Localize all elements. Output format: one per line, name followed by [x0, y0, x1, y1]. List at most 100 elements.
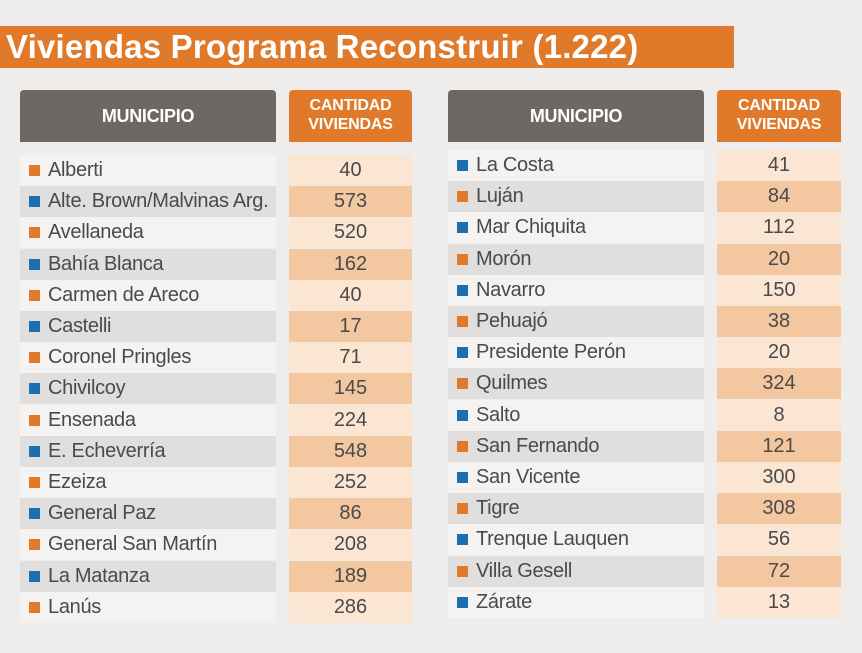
table-row: La Costa 41	[448, 150, 841, 181]
municipio-name: San Vicente	[476, 466, 581, 488]
cantidad-cell: 13	[717, 586, 841, 618]
title-banner: Viviendas Programa Reconstruir (1.222)	[0, 26, 734, 68]
table-row: Carmen de Areco 40	[20, 279, 412, 311]
municipio-name: Zárate	[476, 590, 533, 613]
cantidad-cell: 324	[717, 368, 841, 400]
municipio-name: Chivilcoy	[48, 377, 126, 400]
header-cantidad-line2: VIVIENDAS	[308, 116, 393, 133]
marker-square-icon	[457, 503, 468, 515]
table-row: Presidente Perón 20	[448, 337, 841, 369]
cantidad-cell: 84	[717, 181, 841, 213]
municipio-name: E. Echeverría	[48, 439, 166, 462]
cantidad-cell: 112	[717, 212, 841, 244]
header-cantidad-left: CANTIDAD VIVIENDAS	[289, 90, 412, 142]
table-row: La Matanza 189	[20, 560, 412, 592]
header-cantidad-line1: CANTIDAD	[738, 97, 820, 114]
cantidad-cell: 520	[289, 217, 412, 249]
cantidad-cell: 38	[717, 306, 841, 337]
table-row: Ensenada 224	[20, 404, 412, 436]
table-row: E. Echeverría 548	[20, 435, 412, 467]
municipio-cell: Avellaneda	[20, 217, 276, 249]
cantidad-cell: 17	[289, 311, 412, 342]
cantidad-cell: 8	[717, 399, 841, 431]
marker-square-icon	[29, 165, 40, 176]
municipio-cell: Salto	[448, 399, 704, 431]
header-cantidad-line2: VIVIENDAS	[736, 116, 822, 133]
municipio-cell: Alberti	[20, 155, 276, 186]
header-municipio-label: MUNICIPIO	[101, 106, 195, 126]
marker-square-icon	[457, 191, 468, 203]
municipio-name: Presidente Perón	[476, 341, 626, 364]
table-row: San Vicente 300	[448, 462, 841, 493]
marker-square-icon	[29, 196, 40, 208]
municipio-cell: Mar Chiquita	[448, 212, 704, 244]
cantidad-cell: 162	[289, 248, 412, 280]
marker-square-icon	[457, 409, 468, 421]
municipio-cell: Pehuajó	[448, 306, 704, 337]
cantidad-cell: 86	[289, 498, 412, 530]
cantidad-cell: 40	[289, 279, 412, 311]
cantidad-cell: 252	[289, 467, 412, 498]
header-municipio-left: MUNICIPIO	[20, 90, 276, 142]
table-row: Lanús 286	[20, 591, 412, 623]
marker-square-icon	[457, 565, 468, 577]
marker-square-icon	[29, 508, 40, 520]
municipio-name: Morón	[476, 247, 532, 270]
table-row: Luján 84	[448, 181, 841, 213]
municipio-cell: Castelli	[20, 311, 276, 342]
marker-square-icon	[457, 596, 468, 608]
municipio-name: Ezeiza	[48, 471, 107, 493]
municipio-name: Alte. Brown/Malvinas Arg.	[48, 190, 269, 213]
municipio-name: Carmen de Areco	[48, 283, 200, 306]
cantidad-cell: 20	[717, 337, 841, 369]
marker-square-icon	[29, 289, 40, 301]
page-title: Viviendas Programa Reconstruir (1.222)	[6, 28, 639, 65]
cantidad-cell: 573	[289, 186, 412, 218]
cantidad-cell: 189	[289, 560, 412, 592]
table-row: Alberti 40	[20, 155, 412, 186]
municipio-name: Coronel Pringles	[48, 346, 192, 369]
marker-square-icon	[457, 160, 468, 171]
municipio-name: San Fernando	[476, 434, 600, 457]
marker-square-icon	[29, 414, 40, 426]
municipio-cell: Lanús	[20, 591, 276, 623]
municipio-cell: Presidente Perón	[448, 337, 704, 369]
municipio-name: Navarro	[476, 278, 546, 301]
municipio-cell: San Fernando	[448, 430, 704, 462]
marker-square-icon	[457, 253, 468, 265]
header-municipio-label: MUNICIPIO	[529, 106, 623, 126]
table-row: Villa Gesell 72	[448, 555, 841, 587]
table-row: Ezeiza 252	[20, 467, 412, 498]
municipio-cell: Luján	[448, 181, 704, 213]
header-cantidad-line1: CANTIDAD	[309, 97, 392, 114]
table-row: Pehuajó 38	[448, 306, 841, 337]
cantidad-cell: 224	[289, 404, 412, 436]
municipio-cell: San Vicente	[448, 462, 704, 493]
municipio-cell: Coronel Pringles	[20, 342, 276, 374]
table-row: Mar Chiquita 112	[448, 212, 841, 244]
marker-square-icon	[29, 227, 40, 239]
marker-square-icon	[29, 258, 40, 270]
municipio-cell: Alte. Brown/Malvinas Arg.	[20, 186, 276, 218]
left-table: MUNICIPIO CANTIDAD VIVIENDAS Alberti 40 Al…	[20, 90, 412, 630]
municipio-cell: Morón	[448, 243, 704, 275]
municipio-cell: La Costa	[448, 150, 704, 181]
cantidad-cell: 20	[717, 243, 841, 275]
municipio-name: Salto	[476, 403, 521, 426]
table-row: Castelli 17	[20, 311, 412, 342]
municipio-name: Pehuajó	[476, 310, 548, 332]
municipio-name: Castelli	[48, 315, 112, 337]
header-municipio-right: MUNICIPIO	[448, 90, 704, 142]
marker-square-icon	[457, 472, 468, 483]
municipio-name: Quilmes	[476, 372, 548, 395]
table-row: Navarro 150	[448, 274, 841, 306]
municipio-cell: Navarro	[448, 274, 704, 306]
table-row: Morón 20	[448, 243, 841, 275]
table-row: Bahía Blanca 162	[20, 248, 412, 280]
table-row: San Fernando 121	[448, 430, 841, 462]
table-row: General San Martín 208	[20, 529, 412, 561]
marker-square-icon	[457, 440, 468, 452]
municipio-name: Villa Gesell	[476, 559, 573, 582]
municipio-cell: Tigre	[448, 493, 704, 525]
